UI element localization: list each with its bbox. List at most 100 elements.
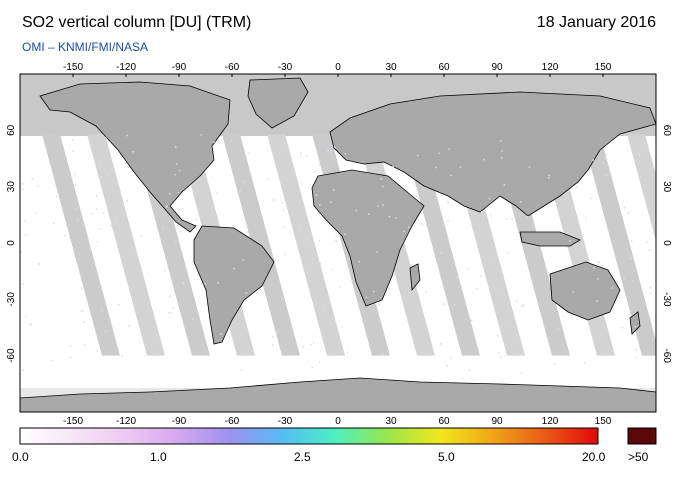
noise-speck — [165, 206, 168, 209]
noise-speck — [25, 315, 27, 318]
noise-speck — [177, 191, 180, 194]
noise-speck — [380, 178, 382, 180]
noise-speck — [248, 152, 251, 155]
noise-speck — [634, 326, 636, 328]
noise-speck — [242, 259, 245, 261]
noise-speck — [554, 363, 556, 365]
noise-speck — [236, 159, 238, 161]
noise-speck — [338, 286, 341, 288]
noise-speck — [156, 228, 159, 231]
noise-speck — [105, 137, 107, 139]
noise-speck — [501, 150, 504, 152]
noise-speck — [334, 146, 336, 149]
noise-speck — [128, 325, 130, 327]
lon-tick-bottom: 60 — [438, 416, 450, 427]
noise-speck — [104, 330, 107, 332]
noise-speck — [217, 282, 219, 284]
noise-speck — [378, 303, 381, 306]
noise-speck — [630, 240, 633, 242]
lon-tick-bottom: 0 — [335, 416, 341, 427]
noise-speck — [592, 159, 595, 161]
lat-tick-right: -30 — [661, 292, 672, 307]
noise-speck — [109, 224, 112, 227]
noise-speck — [96, 208, 98, 211]
noise-speck — [168, 311, 170, 314]
noise-speck — [330, 149, 333, 151]
noise-speck — [528, 166, 531, 168]
noise-speck — [453, 304, 455, 306]
noise-speck — [176, 163, 178, 165]
noise-speck — [273, 199, 275, 201]
lon-tick-bottom: -150 — [63, 416, 83, 427]
noise-speck — [74, 184, 77, 187]
noise-speck — [491, 243, 494, 246]
lon-tick-bottom: -120 — [116, 416, 136, 427]
noise-speck — [80, 275, 82, 278]
noise-speck — [337, 351, 339, 354]
lon-tick-top: 30 — [385, 62, 397, 73]
noise-speck — [284, 253, 286, 256]
lat-tick-left: 0 — [6, 240, 17, 246]
noise-speck — [164, 270, 166, 272]
noise-speck — [500, 157, 503, 159]
noise-speck — [178, 208, 181, 211]
colorbar-label: 2.5 — [294, 450, 311, 464]
noise-speck — [310, 343, 312, 346]
noise-speck — [611, 287, 614, 289]
noise-speck — [178, 169, 181, 172]
noise-speck — [649, 292, 652, 294]
lon-tick-bottom: 90 — [491, 416, 503, 427]
noise-speck — [437, 258, 439, 260]
noise-speck — [635, 348, 638, 351]
noise-speck — [621, 327, 624, 329]
colorbar-overflow-swatch — [627, 427, 657, 445]
noise-speck — [319, 262, 322, 265]
noise-speck — [169, 193, 171, 195]
noise-speck — [300, 155, 303, 158]
noise-speck — [106, 173, 109, 176]
noise-speck — [521, 305, 524, 308]
noise-speck — [100, 309, 103, 311]
noise-speck — [35, 211, 37, 214]
noise-speck — [200, 134, 203, 136]
noise-speck — [459, 166, 462, 168]
noise-speck — [344, 233, 346, 235]
noise-speck — [483, 158, 485, 161]
noise-speck — [330, 201, 332, 203]
noise-speck — [438, 152, 440, 154]
noise-speck — [604, 157, 607, 159]
africa — [311, 169, 425, 307]
noise-speck — [645, 197, 648, 200]
colorbar-label: 1.0 — [150, 450, 167, 464]
noise-speck — [38, 263, 40, 265]
noise-speck — [83, 321, 85, 323]
noise-speck — [498, 351, 500, 354]
noise-speck — [102, 212, 105, 214]
noise-speck — [652, 337, 655, 340]
lon-tick-top: 120 — [542, 62, 559, 73]
noise-speck — [111, 169, 113, 171]
noise-speck — [96, 350, 98, 352]
noise-speck — [336, 240, 338, 243]
noise-speck — [318, 164, 320, 166]
noise-speck — [367, 213, 370, 215]
noise-speck — [169, 295, 172, 298]
noise-speck — [204, 282, 206, 285]
noise-speck — [497, 334, 499, 337]
noise-speck — [302, 346, 304, 348]
noise-speck — [403, 230, 405, 233]
noise-speck — [76, 218, 79, 221]
noise-speck — [631, 280, 634, 283]
noise-speck — [272, 336, 274, 338]
noise-speck — [312, 258, 315, 260]
noise-speck — [497, 322, 499, 324]
lon-tick-top: 60 — [438, 62, 450, 73]
noise-speck — [388, 215, 391, 218]
noise-speck — [639, 176, 642, 179]
noise-speck — [489, 215, 492, 217]
lon-tick-top: 90 — [491, 62, 503, 73]
noise-speck — [315, 194, 318, 196]
noise-speck — [96, 240, 99, 243]
noise-speck — [584, 361, 586, 364]
noise-speck — [448, 148, 451, 150]
